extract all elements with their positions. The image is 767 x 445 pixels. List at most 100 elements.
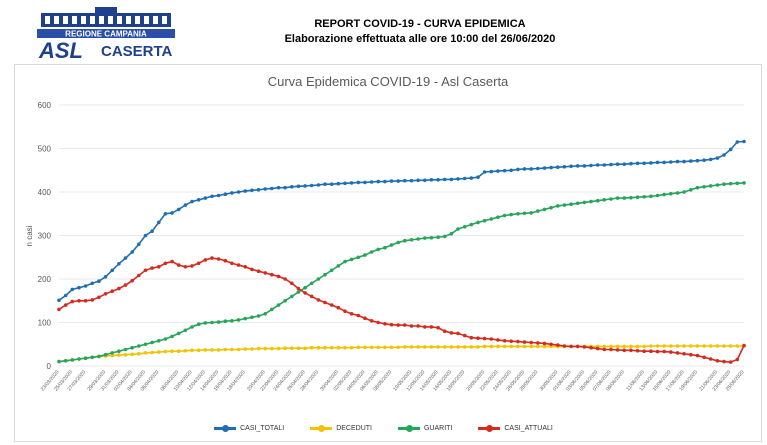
data-point	[708, 157, 713, 162]
data-point	[496, 169, 500, 173]
data-point	[735, 181, 740, 186]
legend-item-casi-attuali: CASI_ATTUALI	[478, 425, 553, 432]
data-point	[230, 261, 234, 266]
data-point	[442, 177, 447, 182]
chart-title: Curva Epidemica COVID-19 - Asl Caserta	[268, 74, 509, 89]
data-point	[522, 211, 527, 216]
data-point	[276, 185, 281, 190]
data-point	[409, 345, 414, 349]
data-point	[316, 345, 321, 350]
data-point	[323, 300, 327, 305]
data-point	[436, 325, 440, 330]
data-point	[423, 236, 427, 240]
data-point	[323, 182, 327, 186]
data-point	[336, 345, 341, 350]
data-point	[642, 161, 646, 166]
data-point	[329, 268, 334, 273]
data-point	[609, 197, 613, 201]
data-point	[203, 348, 208, 352]
data-point	[502, 339, 507, 343]
data-point	[236, 263, 241, 267]
data-point	[283, 277, 287, 281]
data-point	[223, 258, 228, 263]
data-point	[343, 309, 347, 313]
data-point	[137, 344, 141, 348]
data-point	[682, 352, 686, 356]
data-point	[283, 185, 287, 190]
data-point	[442, 329, 447, 334]
data-point	[542, 166, 547, 170]
data-point	[529, 340, 533, 345]
data-point	[423, 345, 427, 349]
data-point	[489, 169, 494, 174]
data-point	[256, 346, 261, 351]
data-point	[416, 324, 420, 328]
data-point	[150, 350, 154, 355]
data-point	[449, 345, 454, 349]
data-point	[429, 325, 434, 329]
data-point	[90, 355, 95, 360]
legend-label: GUARITI	[423, 425, 453, 432]
data-point	[635, 195, 640, 199]
data-point	[63, 359, 68, 363]
data-point	[323, 345, 327, 350]
data-point	[682, 344, 686, 348]
data-point	[236, 347, 241, 352]
data-point	[97, 279, 101, 283]
data-point	[123, 347, 128, 352]
data-point	[489, 337, 494, 341]
data-point	[449, 331, 454, 335]
data-point	[183, 265, 188, 269]
data-point	[130, 278, 134, 283]
data-point	[456, 331, 460, 336]
data-point	[496, 338, 500, 342]
data-point	[549, 342, 553, 347]
data-point	[542, 344, 547, 349]
data-point	[715, 359, 720, 363]
data-point	[90, 298, 95, 302]
data-point	[216, 348, 221, 352]
data-point	[669, 350, 673, 354]
data-point	[309, 345, 314, 350]
data-point	[635, 161, 640, 166]
data-point	[529, 211, 533, 215]
data-point	[522, 340, 527, 344]
data-point	[635, 344, 640, 349]
data-point	[143, 268, 148, 273]
data-point	[70, 287, 75, 292]
data-point	[669, 191, 673, 196]
data-point	[110, 351, 114, 355]
legend-item-guariti: GUARITI	[397, 425, 453, 432]
data-point	[476, 345, 480, 349]
data-point	[662, 160, 666, 165]
data-point	[196, 261, 201, 266]
data-point	[496, 344, 500, 349]
data-point	[442, 234, 447, 239]
data-point	[728, 344, 733, 348]
epidemic-curve-chart: Curva Epidemica COVID-19 - Asl Caserta n…	[25, 74, 746, 392]
data-point	[442, 345, 447, 349]
data-point	[243, 347, 247, 351]
data-point	[376, 179, 381, 184]
data-point	[416, 345, 420, 349]
legend-label: DECEDUTI	[336, 425, 372, 432]
data-point	[283, 299, 287, 303]
data-point	[423, 178, 427, 183]
data-point	[476, 220, 480, 225]
data-point	[256, 314, 261, 318]
data-point	[682, 190, 686, 194]
data-point	[176, 349, 181, 354]
data-point	[117, 353, 121, 357]
data-point	[416, 237, 420, 241]
data-point	[389, 322, 394, 327]
data-point	[270, 272, 274, 277]
data-point	[263, 271, 267, 275]
logo-region-text: REGIONE CAMPANIA	[65, 30, 147, 39]
data-point	[549, 205, 553, 210]
data-point	[403, 345, 407, 349]
data-point	[110, 353, 114, 358]
data-point	[429, 235, 434, 240]
data-point	[629, 161, 633, 166]
data-point	[57, 298, 61, 303]
series-casi-totali	[57, 139, 746, 303]
